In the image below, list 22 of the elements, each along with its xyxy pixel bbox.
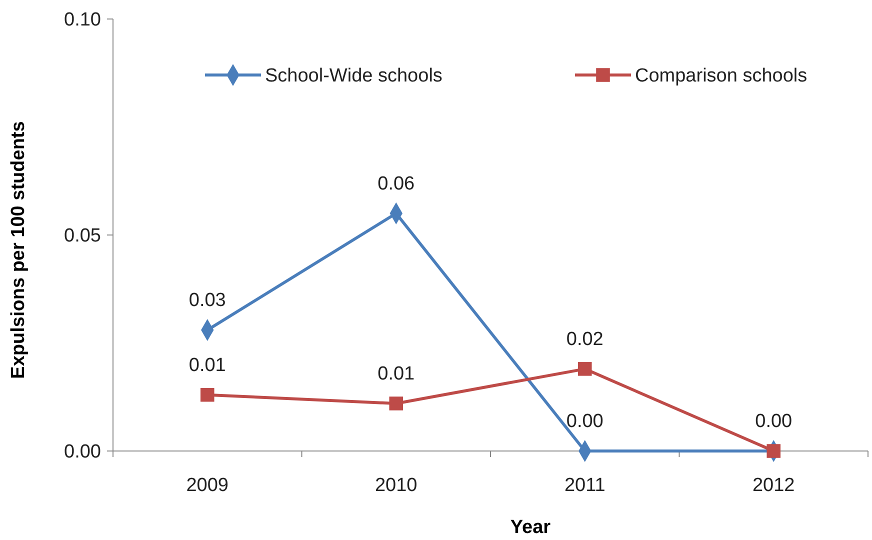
point bbox=[578, 362, 592, 376]
data-label: 0.02 bbox=[566, 328, 604, 350]
x-axis-title: Year bbox=[510, 517, 552, 538]
data-label: 0.00 bbox=[566, 411, 604, 432]
y-tick-label: 0.05 bbox=[64, 226, 101, 247]
x-tick-label: 2012 bbox=[752, 475, 795, 496]
x-tick-label: 2010 bbox=[374, 475, 418, 496]
x-tick-label: 2009 bbox=[186, 475, 229, 496]
legend-label: School-Wide schools bbox=[265, 66, 442, 87]
point bbox=[389, 396, 404, 410]
data-label: 0.00 bbox=[755, 411, 792, 432]
data-label: 0.06 bbox=[378, 173, 415, 194]
data-label: 0.03 bbox=[188, 290, 226, 312]
point bbox=[200, 388, 214, 402]
x-tick-label: 2011 bbox=[564, 475, 606, 496]
y-tick-label: 0.10 bbox=[64, 10, 101, 31]
legend-label: Comparison schools bbox=[635, 66, 808, 87]
point bbox=[766, 444, 781, 458]
data-label: 0.01 bbox=[378, 363, 415, 384]
y-axis-title: Expulsions per 100 students bbox=[8, 121, 29, 379]
y-tick-label: 0.00 bbox=[64, 442, 101, 463]
data-label: 0.01 bbox=[188, 354, 226, 376]
